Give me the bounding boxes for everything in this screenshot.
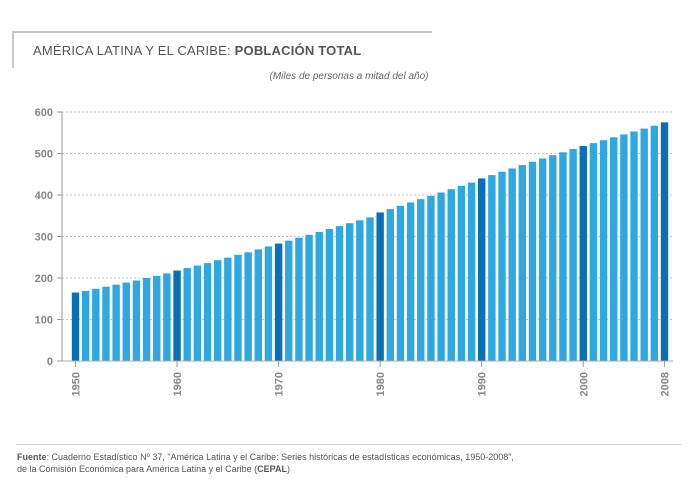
bar xyxy=(335,226,344,361)
bar xyxy=(538,158,547,361)
bar xyxy=(234,254,242,361)
bar xyxy=(213,260,222,361)
bar xyxy=(528,161,537,361)
bar xyxy=(132,280,141,361)
x-tick-label: 2000 xyxy=(578,372,590,396)
source-line-1: Fuente: Cuaderno Estadístico Nº 37, "Amé… xyxy=(17,451,687,463)
chart-subtitle: (Miles de personas a mitad del año) xyxy=(269,71,429,82)
y-tick-label: 500 xyxy=(35,149,53,161)
bar xyxy=(559,152,567,361)
bar xyxy=(325,229,334,361)
bar xyxy=(650,125,659,361)
title-bold: POBLACIÓN TOTAL xyxy=(234,43,362,58)
x-tick-label: 1950 xyxy=(71,372,83,396)
bar xyxy=(457,185,466,361)
bar xyxy=(488,175,496,361)
bar xyxy=(122,282,130,361)
source-text-2: de la Comisión Económica para América La… xyxy=(17,464,258,474)
axis-layer: 0 100 200 300 400 500 600 1950 1960 1970 1980 1990 2… xyxy=(35,107,673,396)
x-tick-label: 1980 xyxy=(375,372,387,396)
bar xyxy=(467,182,476,361)
bar xyxy=(81,290,90,361)
bar xyxy=(437,192,445,361)
bar xyxy=(345,223,354,361)
chart-title: AMÉRICA LATINA Y EL CARIBE: POBLACIÓN TO… xyxy=(33,43,361,58)
bar xyxy=(610,137,618,361)
bar xyxy=(589,143,598,361)
bar xyxy=(630,131,638,361)
bar xyxy=(173,270,181,361)
bar xyxy=(193,265,202,361)
bar xyxy=(224,257,232,361)
bar xyxy=(356,220,364,361)
bar xyxy=(264,246,273,361)
bar xyxy=(112,284,120,361)
bar xyxy=(295,237,303,361)
bar xyxy=(518,165,527,361)
x-tick-label: 1970 xyxy=(274,372,286,396)
bar xyxy=(599,140,608,361)
bar xyxy=(508,168,516,361)
y-tick-label: 400 xyxy=(35,190,53,202)
bars-layer xyxy=(71,122,669,361)
bar xyxy=(305,234,313,361)
source-text-3: ) xyxy=(286,464,290,474)
bar xyxy=(406,202,415,361)
bar xyxy=(92,288,100,361)
source-note: Fuente: Cuaderno Estadístico Nº 37, "Amé… xyxy=(17,451,687,475)
bar xyxy=(427,195,435,361)
bar xyxy=(366,217,374,361)
bar xyxy=(417,199,425,361)
bar xyxy=(203,263,212,361)
bar xyxy=(620,134,628,361)
x-tick-label: 1990 xyxy=(477,372,489,396)
bar xyxy=(396,205,405,361)
bar xyxy=(315,231,323,361)
bar xyxy=(640,128,648,361)
bar xyxy=(71,292,80,361)
y-tick-label: 300 xyxy=(35,232,53,244)
bar xyxy=(569,148,577,361)
bar xyxy=(142,278,151,361)
bar xyxy=(102,286,110,361)
y-tick-label: 600 xyxy=(35,107,53,119)
bar xyxy=(244,252,252,361)
source-text-1: : Cuaderno Estadístico Nº 37, "América L… xyxy=(46,452,514,462)
source-line-2: de la Comisión Económica para América La… xyxy=(17,463,687,475)
bar xyxy=(447,189,455,361)
title-plain: AMÉRICA LATINA Y EL CARIBE: xyxy=(33,43,231,58)
y-tick-label: 100 xyxy=(35,315,53,327)
bar xyxy=(386,209,395,361)
bar xyxy=(285,240,293,361)
x-tick-label: 1960 xyxy=(172,372,184,396)
x-tick-label: 2008 xyxy=(660,372,672,396)
bar xyxy=(163,273,171,361)
bar xyxy=(549,155,557,361)
bar-chart: 0 100 200 300 400 500 600 1950 1960 1970 1980 1990 2… xyxy=(35,107,673,396)
y-tick-label: 0 xyxy=(47,356,53,368)
bar xyxy=(274,243,283,361)
bar xyxy=(153,275,161,361)
bar xyxy=(660,122,669,361)
bar xyxy=(478,178,486,361)
title-frame: AMÉRICA LATINA Y EL CARIBE: POBLACIÓN TO… xyxy=(12,31,432,68)
y-tick-label: 200 xyxy=(35,273,53,285)
bar xyxy=(183,268,191,361)
bar xyxy=(498,171,506,361)
bar xyxy=(376,212,384,361)
source-org: CEPAL xyxy=(257,464,287,474)
bar xyxy=(579,146,587,361)
bar xyxy=(254,249,262,361)
source-label: Fuente xyxy=(17,452,47,462)
footer-divider xyxy=(16,444,681,445)
